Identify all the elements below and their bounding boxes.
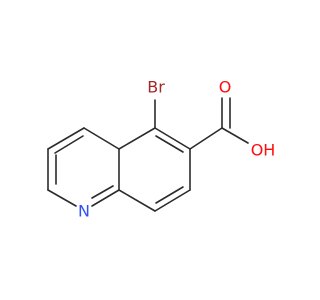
bond-inner: [91, 185, 114, 199]
bond-inner: [54, 135, 84, 154]
bond: [47, 127, 85, 150]
bond: [47, 189, 77, 207]
bond-inner: [155, 135, 184, 153]
bond: [118, 127, 156, 150]
bond: [118, 189, 156, 212]
bonds: [47, 97, 249, 212]
bond: [189, 127, 223, 150]
atom-label: O: [219, 78, 232, 97]
molecule-diagram: Br O OH N: [47, 78, 276, 221]
bond: [83, 127, 120, 150]
bond: [91, 189, 120, 207]
atom-label: OH: [251, 141, 276, 160]
bond: [221, 127, 249, 144]
bond: [154, 189, 191, 212]
bond-inner: [155, 186, 184, 204]
bond: [154, 127, 191, 150]
page: {"atoms": {"bromine": "Br", "carbonyl_ox…: [47, 77, 276, 221]
atom-label: N: [78, 202, 90, 221]
atom-label: Br: [147, 78, 165, 97]
